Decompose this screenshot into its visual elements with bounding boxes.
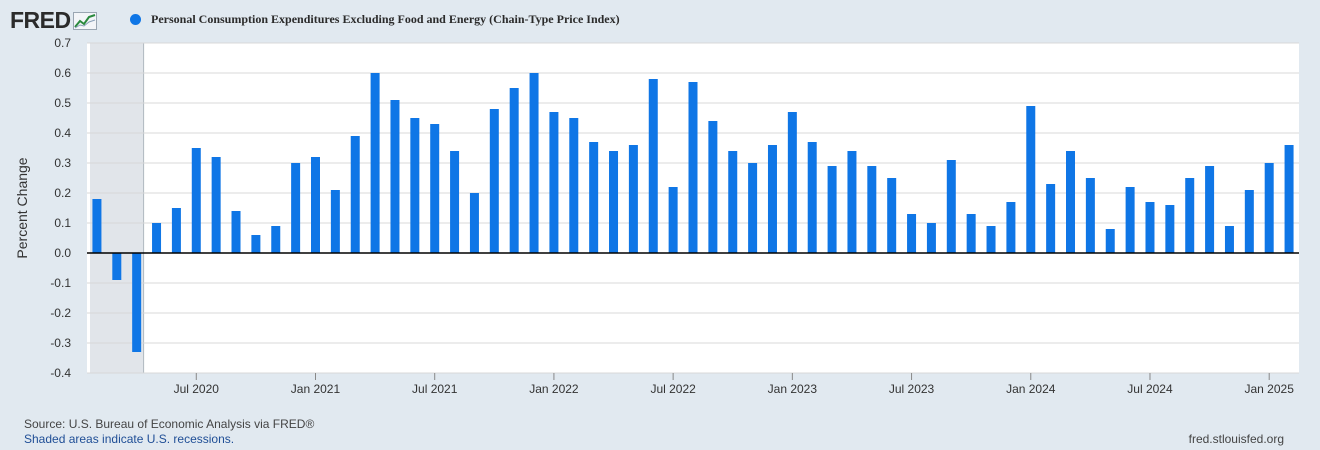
bar-2023-03	[827, 166, 837, 253]
bar-2024-04	[1085, 178, 1095, 253]
bar-2021-11	[509, 88, 519, 253]
x-tick-label: Jul 2020	[174, 382, 220, 396]
y-tick-label: 0.3	[54, 156, 71, 170]
bar-2021-06	[410, 118, 420, 253]
bar-2023-11	[986, 226, 996, 253]
y-tick-label: 0.6	[54, 66, 71, 80]
y-tick-label: 0.5	[54, 96, 71, 110]
bar-2020-11	[271, 226, 281, 253]
bar-2023-04	[847, 151, 857, 253]
bar-2022-02	[569, 118, 579, 253]
bar-2021-12	[529, 73, 539, 253]
bar-2024-05	[1105, 229, 1115, 253]
bar-2024-08	[1165, 205, 1175, 253]
bar-2021-01	[310, 157, 320, 253]
bar-2025-01	[1264, 163, 1274, 253]
bar-2020-02	[92, 199, 102, 253]
bar-2021-04	[370, 73, 380, 253]
fred-logo: FRED	[10, 6, 97, 34]
x-tick-label: Jul 2023	[889, 382, 935, 396]
bar-2022-01	[549, 112, 559, 253]
x-tick-label: Jan 2023	[768, 382, 818, 396]
bar-2023-01	[787, 112, 797, 253]
legend-series-swatch	[130, 14, 141, 25]
bar-2022-08	[688, 82, 698, 253]
fred-logo-graph-icon	[72, 12, 97, 30]
bar-2020-08	[211, 157, 221, 253]
bar-2020-12	[291, 163, 301, 253]
y-tick-label: -0.1	[50, 276, 71, 290]
bar-2022-03	[589, 142, 599, 253]
bar-2021-08	[450, 151, 460, 253]
x-axis-ticks: Jul 2020 Jan 2021 Jul 2021 Jan 2022 Jul 2022…	[174, 373, 1295, 396]
bar-2021-02	[330, 190, 340, 253]
bar-2021-05	[390, 100, 400, 253]
x-tick-label: Jan 2025	[1245, 382, 1295, 396]
bar-2023-08	[926, 223, 936, 253]
x-tick-label: Jul 2024	[1127, 382, 1173, 396]
bar-2022-10	[728, 151, 738, 253]
x-tick-label: Jul 2022	[650, 382, 696, 396]
bars	[92, 73, 1294, 352]
bar-2023-02	[807, 142, 817, 253]
x-tick-label: Jul 2021	[412, 382, 458, 396]
chart-plot: 0.7 0.6 0.5 0.4 0.3 0.2 0.1 0.0 -0.1 -0.2 -0.3 -0.4…	[14, 36, 1299, 396]
y-tick-label: -0.3	[50, 336, 71, 350]
y-axis-ticks: 0.7 0.6 0.5 0.4 0.3 0.2 0.1 0.0 -0.1 -0.2 -0.3 -0.4	[50, 36, 71, 380]
y-tick-label: 0.7	[54, 36, 71, 50]
bar-2023-06	[887, 178, 897, 253]
bar-2022-04	[609, 151, 619, 253]
bar-2022-07	[668, 187, 678, 253]
y-tick-label: -0.2	[50, 306, 71, 320]
bar-2023-12	[1006, 202, 1016, 253]
bar-2022-06	[648, 79, 658, 253]
x-tick-label: Jan 2022	[529, 382, 579, 396]
y-tick-label: 0.4	[54, 126, 71, 140]
bar-2021-09	[469, 193, 479, 253]
bar-2020-04	[132, 253, 142, 352]
y-tick-label: 0.1	[54, 216, 71, 230]
y-tick-label: 0.0	[54, 246, 71, 260]
bar-2021-10	[489, 109, 499, 253]
bar-2023-09	[946, 160, 956, 253]
bar-2024-07	[1145, 202, 1155, 253]
bar-2020-09	[231, 211, 241, 253]
bar-2024-03	[1066, 151, 1076, 253]
bar-2022-11	[748, 163, 758, 253]
y-axis-label: Percent Change	[14, 157, 30, 258]
x-tick-label: Jan 2021	[291, 382, 341, 396]
bar-2024-09	[1185, 178, 1195, 253]
bar-2021-07	[430, 124, 440, 253]
bar-2020-10	[251, 235, 261, 253]
bar-2020-03	[112, 253, 122, 280]
bar-2022-12	[767, 145, 777, 253]
bar-2020-06	[171, 208, 181, 253]
bar-2024-10	[1205, 166, 1215, 253]
bar-2021-03	[350, 136, 360, 253]
bar-2024-02	[1046, 184, 1056, 253]
bar-2020-07	[191, 148, 201, 253]
fred-logo-text: FRED	[10, 7, 71, 33]
y-tick-label: -0.4	[50, 366, 71, 380]
bar-2023-05	[867, 166, 877, 253]
bar-2023-10	[966, 214, 976, 253]
fred-url[interactable]: fred.stlouisfed.org	[1188, 432, 1284, 446]
x-tick-label: Jan 2024	[1006, 382, 1056, 396]
bar-2022-09	[708, 121, 718, 253]
bar-2024-12	[1244, 190, 1254, 253]
y-tick-label: 0.2	[54, 186, 71, 200]
chart-title: Personal Consumption Expenditures Exclud…	[151, 12, 620, 26]
chart-legend: Personal Consumption Expenditures Exclud…	[130, 12, 620, 27]
bar-2024-06	[1125, 187, 1135, 253]
source-text: Source: U.S. Bureau of Economic Analysis…	[24, 417, 315, 431]
bar-2025-02	[1284, 145, 1294, 253]
bar-2024-11	[1224, 226, 1234, 253]
bar-2024-01	[1026, 106, 1036, 253]
bar-2023-07	[907, 214, 917, 253]
recession-note[interactable]: Shaded areas indicate U.S. recessions.	[24, 432, 235, 446]
bar-2022-05	[628, 145, 638, 253]
footer-source: Source: U.S. Bureau of Economic Analysis…	[24, 417, 314, 447]
bar-2020-05	[152, 223, 162, 253]
